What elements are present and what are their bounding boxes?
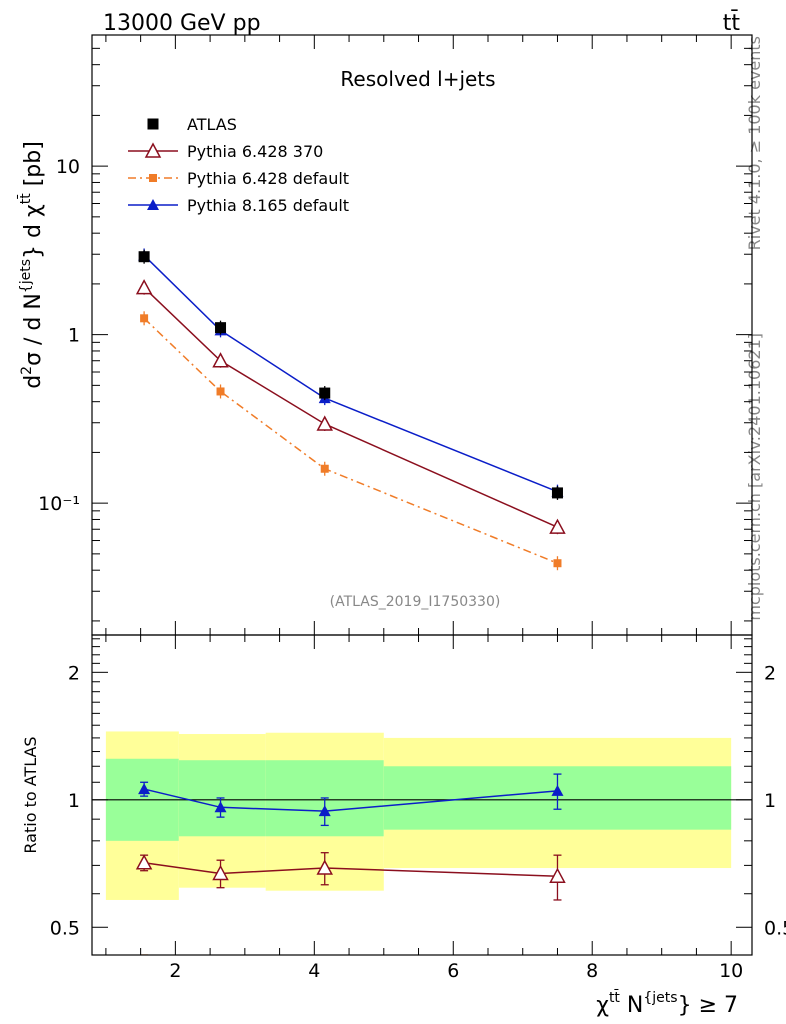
ratio-point	[138, 783, 151, 795]
ratio-frame	[91, 634, 753, 956]
ratio-point	[135, 854, 153, 870]
x-axis-label: χtt̄ N{jets} ≥ 7	[596, 988, 738, 1018]
data-point	[316, 415, 333, 431]
ratio-point	[212, 864, 229, 881]
main-series-layer	[135, 248, 566, 571]
series-line-3	[143, 254, 558, 493]
ratio-point	[551, 784, 564, 796]
y-tick-label: 10⁻¹	[38, 493, 80, 515]
data-point	[553, 559, 562, 568]
ratio-point	[217, 984, 225, 992]
data-point	[215, 322, 227, 334]
legend-marker	[144, 142, 162, 158]
ratio-series-layer	[135, 773, 566, 992]
analysis-label: (ATLAS_2019_I1750330)	[330, 594, 501, 610]
svg-text:χtt̄ N{jets} ≥ 7: χtt̄ N{jets} ≥ 7	[596, 988, 738, 1018]
x-tick-label: 2	[169, 960, 181, 982]
ratio-point	[318, 805, 331, 817]
ratio-point	[140, 964, 148, 972]
legend-entry: Pythia 8.165 default	[187, 196, 349, 215]
series-line-1	[143, 287, 558, 528]
data-point	[319, 387, 331, 399]
svg-text:d2σ / d N{jets} d χtt̄ [pb]: d2σ / d N{jets} d χtt̄ [pb]	[16, 141, 46, 389]
y-tick-label: 1	[68, 325, 80, 347]
ratio-point	[549, 867, 566, 883]
legend-marker	[147, 199, 159, 210]
ratio-series-line-2	[143, 788, 558, 812]
data-point	[212, 352, 229, 368]
main-title: Resolved l+jets	[340, 67, 495, 91]
data-point	[140, 314, 149, 323]
data-point	[549, 518, 566, 534]
data-point	[138, 251, 150, 263]
data-point	[216, 387, 225, 396]
y-tick-label-right: 0.5	[764, 917, 786, 939]
legend-entry: Pythia 6.428 default	[187, 169, 349, 188]
legend-entry: ATLAS	[187, 115, 237, 134]
ratio-point	[214, 801, 227, 813]
y-tick-label: 1	[68, 790, 80, 812]
ratio-point	[316, 859, 333, 875]
ratio-bands-layer	[92, 731, 752, 900]
energy-label: 13000 GeV pp	[103, 11, 261, 36]
legend-marker	[147, 118, 159, 130]
y-tick-label-right: 1	[764, 790, 776, 812]
data-point	[551, 487, 563, 499]
ratio-axes: 2 4 6 8 10 0.5 0.5 1 1 2 2	[50, 635, 786, 982]
legend: ATLAS Pythia 6.428 370 Pythia 6.428 defaul…	[128, 115, 349, 215]
y-tick-label: 0.5	[50, 917, 80, 939]
x-tick-label: 4	[308, 960, 320, 982]
main-ylabel: d2σ / d N{jets} d χtt̄ [pb]	[16, 141, 46, 389]
x-tick-label: 8	[586, 960, 598, 982]
mcplots-label: mcplots.cern.ch [arXiv:2401.10621]	[745, 333, 764, 621]
x-tick-label: 10	[719, 960, 743, 982]
data-point	[135, 279, 153, 295]
ratio-series-line-1	[144, 968, 220, 987]
y-tick-label-right: 2	[764, 662, 776, 684]
main-axes: 10⁻¹ 1 10	[38, 34, 752, 635]
series-line-2	[143, 317, 558, 564]
legend-entry: Pythia 6.428 370	[187, 142, 323, 161]
x-tick-label: 6	[447, 960, 459, 982]
data-point	[320, 464, 329, 473]
ratio-series-line-0	[144, 862, 558, 877]
process-label: tt̄	[723, 10, 741, 36]
y-tick-label: 2	[68, 662, 80, 684]
y-tick-label: 10	[56, 156, 80, 178]
rivet-version-label: Rivet 4.1.0, ≥ 100k events	[745, 36, 764, 250]
legend-marker	[149, 174, 157, 182]
ratio-ylabel: Ratio to ATLAS	[21, 736, 40, 853]
